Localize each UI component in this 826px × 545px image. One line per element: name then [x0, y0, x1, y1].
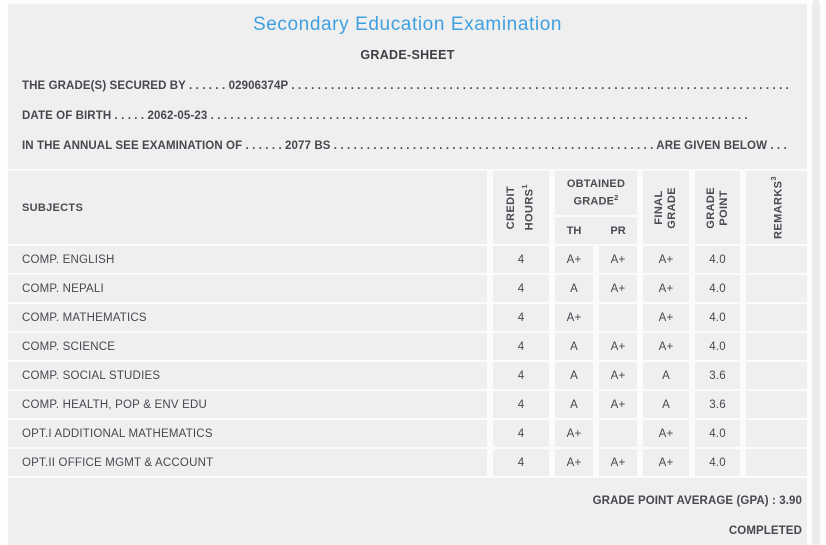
grade-point-cell: 4.0 — [695, 304, 740, 331]
pr-grade-cell: A+ — [599, 333, 637, 360]
gpa-average: GRADE POINT AVERAGE (GPA) : 3.90 — [592, 495, 802, 507]
subject-cell: COMP. HEALTH, POP & ENV EDU — [8, 391, 487, 418]
credit-hours-cell: 4 — [493, 391, 549, 418]
th-grade-cell: A — [555, 391, 593, 418]
subject-cell: COMP. NEPALI — [8, 275, 487, 302]
pr-grade-cell — [599, 420, 637, 447]
grade-point-cell: 4.0 — [695, 275, 740, 302]
column-header-pr: PR — [610, 224, 626, 237]
grades-table: SUBJECTS CREDIT HOURS1 OBTAINED GRADE2 T… — [8, 169, 807, 478]
column-header-obtained-grade: OBTAINED GRADE2 TH PR — [555, 171, 637, 244]
remarks-cell — [746, 362, 807, 389]
remarks-cell — [746, 246, 807, 273]
subject-cell: OPT.I ADDITIONAL MATHEMATICS — [8, 420, 487, 447]
credit-hours-footnote: 1 — [520, 184, 530, 189]
pr-grade-cell: A+ — [599, 275, 637, 302]
credit-hours-cell: 4 — [493, 275, 549, 302]
pr-grade-cell: A+ — [599, 246, 637, 273]
info-line-date-of-birth: DATE OF BIRTH . . . . . 2062-05-23 . . .… — [22, 110, 748, 122]
remarks-cell — [746, 275, 807, 302]
document-subtitle: GRADE-SHEET — [360, 48, 455, 62]
pr-grade-cell: A+ — [599, 449, 637, 476]
credit-hours-cell: 4 — [493, 304, 549, 331]
remarks-cell — [746, 304, 807, 331]
th-grade-cell: A+ — [555, 449, 593, 476]
grade-sheet-panel: Secondary Education Examination GRADE-SH… — [8, 4, 807, 545]
credit-hours-cell: 4 — [493, 333, 549, 360]
grade-point-cell: 4.0 — [695, 333, 740, 360]
th-grade-cell: A — [555, 362, 593, 389]
info-line-examination-year: IN THE ANNUAL SEE EXAMINATION OF . . . .… — [22, 140, 787, 152]
final-grade-cell: A+ — [643, 420, 689, 447]
pr-grade-cell: A+ — [599, 362, 637, 389]
remarks-cell — [746, 391, 807, 418]
final-grade-cell: A+ — [643, 449, 689, 476]
subject-cell: COMP. MATHEMATICS — [8, 304, 487, 331]
column-header-credit-hours: CREDIT HOURS1 — [493, 171, 549, 244]
credit-hours-label: CREDIT HOURS1 — [505, 184, 536, 231]
remarks-cell — [746, 420, 807, 447]
remarks-label: REMARKS3 — [769, 176, 785, 239]
credit-hours-cell: 4 — [493, 362, 549, 389]
subject-cell: OPT.II OFFICE MGMT & ACCOUNT — [8, 449, 487, 476]
subject-cell: COMP. ENGLISH — [8, 246, 487, 273]
credit-hours-cell: 4 — [493, 246, 549, 273]
obtained-grade-footnote: 2 — [614, 192, 619, 202]
column-header-subjects: SUBJECTS — [8, 171, 487, 244]
final-grade-cell: A — [643, 362, 689, 389]
column-header-remarks: REMARKS3 — [746, 171, 807, 244]
subject-cell: COMP. SOCIAL STUDIES — [8, 362, 487, 389]
obtained-grade-divider — [555, 215, 637, 217]
page-title: Secondary Education Examination — [252, 14, 563, 35]
grade-point-cell: 3.6 — [695, 391, 740, 418]
final-grade-cell: A+ — [643, 304, 689, 331]
info-line-grades-secured-by: THE GRADE(S) SECURED BY . . . . . . 0290… — [22, 80, 789, 92]
grade-point-cell: 4.0 — [695, 420, 740, 447]
grade-point-label: GRADE POINT — [704, 186, 730, 229]
column-header-grade-point: GRADE POINT — [695, 171, 740, 244]
vertical-scrollbar[interactable] — [812, 0, 820, 545]
final-grade-label: FINAL GRADE — [653, 186, 678, 229]
final-grade-cell: A+ — [643, 275, 689, 302]
th-grade-cell: A+ — [555, 420, 593, 447]
th-grade-cell: A — [555, 333, 593, 360]
final-grade-cell: A — [643, 391, 689, 418]
remarks-cell — [746, 449, 807, 476]
remarks-footnote: 3 — [769, 176, 779, 181]
column-header-final-grade: FINAL GRADE — [643, 171, 689, 244]
credit-hours-cell: 4 — [493, 449, 549, 476]
grade-point-cell: 4.0 — [695, 449, 740, 476]
obtained-grade-subheaders: TH PR — [555, 217, 637, 244]
grade-point-cell: 4.0 — [695, 246, 740, 273]
column-header-th: TH — [566, 224, 582, 237]
pr-grade-cell — [599, 304, 637, 331]
candidate-info: THE GRADE(S) SECURED BY . . . . . . 0290… — [22, 79, 807, 153]
th-grade-cell: A — [555, 275, 593, 302]
pr-grade-cell: A+ — [599, 391, 637, 418]
credit-hours-cell: 4 — [493, 420, 549, 447]
subject-cell: COMP. SCIENCE — [8, 333, 487, 360]
final-grade-cell: A+ — [643, 246, 689, 273]
completion-status: COMPLETED — [728, 525, 802, 537]
remarks-cell — [746, 333, 807, 360]
th-grade-cell: A+ — [555, 304, 593, 331]
grade-point-cell: 3.6 — [695, 362, 740, 389]
final-grade-cell: A+ — [643, 333, 689, 360]
th-grade-cell: A+ — [555, 246, 593, 273]
obtained-grade-label: OBTAINED GRADE2 — [566, 177, 626, 208]
